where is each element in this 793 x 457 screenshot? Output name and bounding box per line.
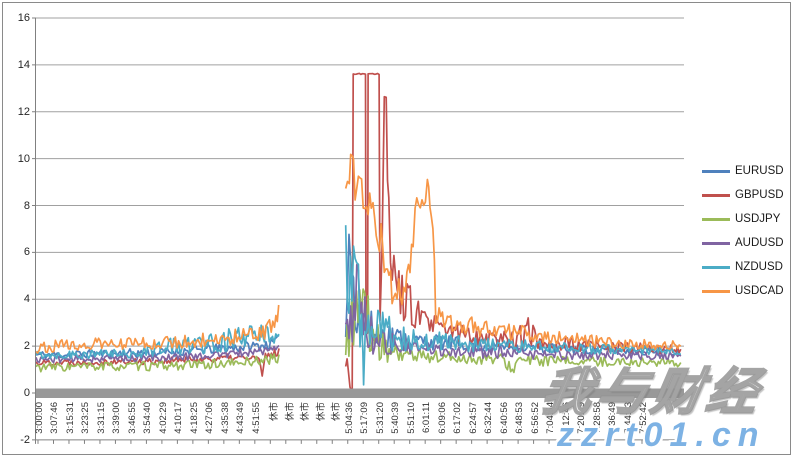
legend-label: USDJPY bbox=[735, 213, 781, 225]
x-axis-label: 3:23:25 bbox=[80, 402, 92, 434]
x-axis-label: 6:24:57 bbox=[467, 402, 479, 434]
x-axis-label: 5:51:10 bbox=[405, 402, 417, 434]
y-axis-label: 8 bbox=[23, 199, 30, 212]
x-axis-label: 4:35:38 bbox=[219, 402, 231, 434]
legend-swatch-USDCAD bbox=[702, 289, 730, 293]
x-axis-label: 6:48:53 bbox=[514, 402, 526, 434]
legend-swatch-USDJPY bbox=[702, 217, 730, 221]
series-line-GBPUSD bbox=[344, 72, 682, 394]
legend: EURUSD GBPUSD USDJPY AUDUSD NZDUSD USDCAD bbox=[702, 159, 784, 303]
y-axis-label: 0 bbox=[23, 387, 30, 399]
watermark-url: zzrt01.cn bbox=[557, 416, 766, 454]
series-line-USDCAD bbox=[36, 304, 280, 354]
x-axis-label: 4:10:17 bbox=[173, 402, 185, 434]
legend-item-USDCAD: USDCAD bbox=[702, 279, 784, 303]
legend-item-EURUSD: EURUSD bbox=[702, 159, 784, 183]
x-axis-label: 3:31:15 bbox=[95, 402, 107, 434]
x-axis-label: 5:31:20 bbox=[374, 402, 386, 434]
x-axis-label: 休市 bbox=[331, 402, 343, 422]
x-axis-label: 5:40:39 bbox=[390, 402, 402, 434]
legend-swatch-AUDUSD bbox=[702, 241, 730, 245]
y-axis-label: 16 bbox=[17, 12, 30, 24]
y-axis-label: 6 bbox=[23, 246, 30, 259]
x-axis-label: 休市 bbox=[315, 402, 327, 422]
x-axis-label: 4:27:06 bbox=[204, 402, 216, 434]
series-line-NZDUSD bbox=[344, 225, 681, 386]
series-line-AUDUSD bbox=[36, 344, 280, 364]
x-axis-label: 3:15:31 bbox=[64, 402, 76, 434]
legend-label: AUDUSD bbox=[735, 237, 784, 249]
legend-label: GBPUSD bbox=[735, 189, 784, 201]
legend-swatch-GBPUSD bbox=[702, 193, 730, 197]
y-axis-label: 2 bbox=[23, 340, 30, 353]
x-axis-label: 6:40:56 bbox=[498, 402, 510, 434]
legend-swatch-NZDUSD bbox=[702, 265, 730, 269]
x-axis-label: 3:07:46 bbox=[49, 402, 61, 434]
legend-label: EURUSD bbox=[735, 165, 784, 177]
x-axis-label: 6:01:11 bbox=[421, 402, 433, 433]
legend-label: USDCAD bbox=[735, 285, 784, 297]
legend-item-NZDUSD: NZDUSD bbox=[702, 255, 784, 279]
watermark-site-name: 我与财经 bbox=[536, 363, 768, 421]
x-axis-label: 休市 bbox=[284, 402, 296, 422]
series-line-NZDUSD bbox=[36, 324, 280, 360]
x-axis-zero-band bbox=[36, 388, 684, 398]
y-axis-label: -2 bbox=[20, 433, 30, 446]
y-axis-label: 4 bbox=[23, 293, 30, 306]
x-axis-label: 6:17:02 bbox=[452, 402, 464, 434]
x-axis-label: 休市 bbox=[300, 402, 312, 422]
x-axis-label: 4:02:29 bbox=[157, 402, 169, 434]
x-axis-label: 6:32:44 bbox=[483, 402, 495, 434]
x-axis-label: 4:43:49 bbox=[235, 402, 247, 434]
legend-item-GBPUSD: GBPUSD bbox=[702, 183, 784, 207]
x-axis-label: 3:00:00 bbox=[34, 402, 45, 434]
series-line-USDJPY bbox=[344, 288, 682, 374]
x-axis-label: 3:39:00 bbox=[111, 402, 123, 434]
x-axis-label: 4:51:55 bbox=[250, 402, 262, 434]
series-line-USDCAD bbox=[344, 153, 682, 351]
x-axis-label: 休市 bbox=[269, 402, 281, 422]
x-axis-label: 6:09:06 bbox=[436, 402, 448, 434]
y-axis-label: 12 bbox=[17, 105, 30, 118]
legend-swatch-EURUSD bbox=[702, 169, 730, 173]
legend-label: NZDUSD bbox=[735, 261, 783, 273]
x-axis-label: 3:46:55 bbox=[126, 402, 138, 434]
legend-item-AUDUSD: AUDUSD bbox=[702, 231, 784, 255]
plot-area bbox=[32, 17, 684, 444]
x-axis-label: 5:04:36 bbox=[343, 402, 355, 434]
y-axis-label: 14 bbox=[17, 58, 30, 71]
x-axis-label: 4:18:25 bbox=[188, 402, 200, 434]
x-axis-label: 5:17:09 bbox=[359, 402, 371, 434]
series-line-EURUSD bbox=[36, 334, 280, 360]
x-axis-label: 3:54:40 bbox=[142, 402, 154, 434]
legend-item-USDJPY: USDJPY bbox=[702, 207, 784, 231]
series-line-USDJPY bbox=[36, 353, 280, 373]
y-axis-label: 10 bbox=[17, 152, 30, 165]
